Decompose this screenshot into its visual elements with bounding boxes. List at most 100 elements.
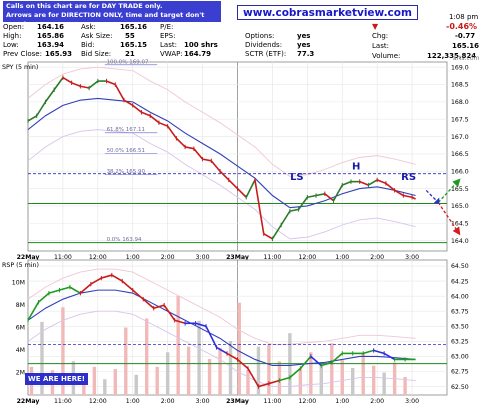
price-segment	[236, 188, 247, 198]
price-segment	[280, 210, 291, 226]
moving-average-line	[27, 97, 416, 209]
pattern-label: LS	[290, 172, 304, 183]
price-segment	[219, 170, 230, 181]
pivot-arrow	[425, 189, 437, 201]
price-segment	[341, 180, 352, 186]
volume-label: Volume:	[372, 52, 401, 60]
price-segment	[121, 280, 134, 291]
volume-bar	[176, 296, 180, 395]
price-segment	[195, 322, 207, 328]
volume-bar	[145, 318, 149, 395]
price-segment	[71, 82, 81, 88]
x-tick-label: 12:00	[298, 254, 316, 261]
x-tick-label: 23May	[226, 398, 249, 405]
price-segment	[36, 101, 47, 117]
price-segment	[403, 194, 413, 199]
x-tick-label: 22May	[17, 254, 40, 261]
pattern-label: RS	[401, 172, 416, 183]
price-segment	[106, 80, 116, 86]
quote-value: 100 shrs	[184, 41, 218, 49]
y-tick-label: 166.0	[451, 168, 469, 175]
price-segment	[315, 192, 325, 197]
price-segment	[376, 179, 387, 185]
price-segment	[59, 286, 71, 291]
price-segment	[297, 196, 308, 210]
price-segment	[216, 346, 228, 355]
volume-bar	[113, 369, 117, 395]
price-segment	[373, 349, 385, 355]
price-segment	[268, 379, 280, 385]
quote-value: yes	[297, 32, 311, 40]
volume-bar	[124, 327, 128, 395]
website-banner[interactable]: www.cobrasmarketview.com	[237, 5, 418, 20]
x-tick-label: 1:00	[335, 254, 349, 261]
price-segment	[228, 179, 239, 190]
volume-bar	[197, 320, 201, 395]
quote-label: High:	[3, 32, 22, 40]
volume-bar	[61, 307, 65, 395]
price-segment	[53, 77, 64, 91]
fib-level-label: 38.2% 165.90	[107, 169, 146, 175]
quote-label: Bid:	[81, 41, 95, 49]
price-segment	[383, 352, 396, 361]
quote-value: yes	[297, 41, 311, 49]
quote-label: Last:	[160, 41, 177, 49]
x-tick-label: 3:00	[196, 398, 210, 405]
fib-level-label: 100.0% 169.07	[107, 59, 149, 65]
volume-bar	[186, 346, 191, 395]
volume-bar	[40, 321, 44, 395]
x-tick-label: 11:00	[54, 254, 72, 261]
fib-level-label: 0.0% 163.94	[107, 237, 142, 243]
price-segment	[184, 146, 195, 150]
x-tick-label: 12:00	[89, 398, 107, 405]
direction-arrow	[437, 202, 461, 236]
y-tick-label: 64.25	[451, 278, 469, 285]
volume-bar	[330, 343, 334, 395]
volume-bar	[351, 368, 355, 395]
volume-bar	[371, 365, 376, 395]
y-tick-label: 64.00	[451, 293, 469, 300]
volume-bar	[237, 302, 241, 395]
x-tick-label: 2:00	[161, 254, 175, 261]
x-tick-label: 11:00	[54, 398, 72, 405]
volume-bar	[82, 378, 86, 395]
volume-bar	[92, 366, 97, 395]
quote-value: 165.86	[37, 32, 65, 40]
price-segment	[111, 274, 123, 282]
x-tick-label: 1:00	[126, 398, 140, 405]
down-triangle-icon: ▼	[372, 22, 379, 31]
volume-bar	[277, 361, 282, 395]
quote-label: P/E:	[160, 23, 174, 31]
quote-value: 164.79	[184, 50, 212, 58]
volume-bar	[403, 377, 407, 395]
quote-label: Dividends:	[245, 41, 283, 49]
price-segment	[37, 292, 50, 303]
volume-bar	[246, 370, 250, 395]
quote-table-mid: Options: yes Dividends: yes SCTR (ETF): …	[245, 32, 345, 62]
x-tick-label: 12:00	[298, 398, 316, 405]
volume-bar	[155, 366, 159, 395]
price-segment	[359, 180, 369, 186]
x-tick-label: 11:00	[263, 254, 281, 261]
quote-right-panel: 1:08 pm ▼ -0.46% Chg: -0.77 Last: 165.16…	[360, 13, 479, 65]
quote-label: Open:	[3, 23, 25, 31]
price-segment	[132, 104, 142, 113]
x-tick-label: 2:00	[161, 398, 175, 405]
volume-bar	[165, 352, 170, 395]
y-tick-label: 169.0	[451, 64, 469, 71]
price-segment	[411, 196, 416, 200]
chg-label: Chg:	[372, 32, 389, 40]
envelope-band-line	[27, 268, 416, 345]
y-tick-label: 167.0	[451, 134, 469, 141]
x-tick-label: 23May	[226, 254, 249, 261]
quote-value: 163.94	[37, 41, 65, 49]
price-segment	[279, 376, 291, 382]
price-segment	[263, 232, 273, 240]
volume-bar	[228, 341, 233, 395]
volume-bar	[207, 359, 212, 395]
moving-average-line	[27, 289, 416, 367]
price-segment	[307, 194, 317, 199]
pattern-label: H	[352, 162, 360, 173]
quote-value: 55	[125, 32, 135, 40]
